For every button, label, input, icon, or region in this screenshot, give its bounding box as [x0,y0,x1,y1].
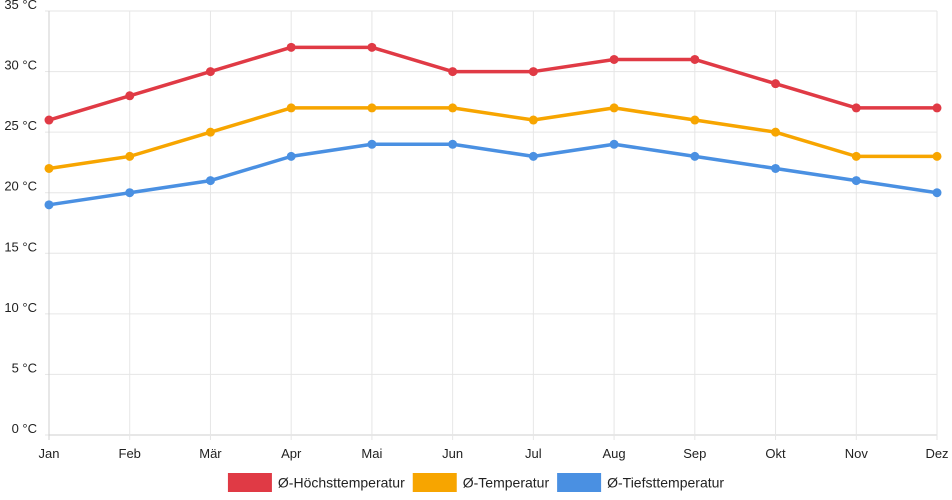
y-tick-label: 35 °C [4,0,37,12]
data-point[interactable] [44,115,54,125]
data-point[interactable] [448,103,458,113]
data-point[interactable] [286,151,296,161]
series-2 [44,139,942,210]
data-point[interactable] [448,139,458,149]
data-point[interactable] [771,163,781,173]
data-point[interactable] [205,127,215,137]
y-tick-label: 25 °C [4,118,37,133]
series-line [48,106,937,171]
series-layer [44,42,942,210]
legend-label: Ø-Höchsttemperatur [278,475,405,491]
legend-label: Ø-Tiefsttemperatur [607,475,724,491]
legend[interactable]: Ø-Höchsttemperatur Ø-Temperatur Ø-Tiefstte… [227,473,724,492]
data-point[interactable] [125,91,135,101]
y-tick-label: 0 °C [12,421,37,436]
data-point[interactable] [528,115,538,125]
grid-layer [45,10,938,440]
data-point[interactable] [609,103,619,113]
data-point[interactable] [690,115,700,125]
x-tick-label: Dez [925,446,948,461]
x-tick-label: Jul [525,446,542,461]
x-tick-label: Apr [281,446,302,461]
series-0 [44,42,942,125]
y-tick-label: 10 °C [4,300,37,315]
x-tick-label: Okt [765,446,786,461]
data-point[interactable] [448,67,458,77]
data-point[interactable] [771,127,781,137]
legend-swatch [227,473,272,492]
legend-swatch [412,473,457,492]
legend-item[interactable]: Ø-Höchsttemperatur [227,473,405,492]
data-point[interactable] [367,139,377,149]
data-point[interactable] [125,151,135,161]
x-tick-label: Jan [39,446,60,461]
x-tick-label: Nov [845,446,869,461]
data-point[interactable] [286,42,296,52]
data-point[interactable] [528,67,538,77]
data-point[interactable] [286,103,296,113]
x-axis-ticks: Jan Feb Mär Apr Mai Jun Jul Aug Sep Okt Nov Dez [39,446,949,461]
legend-label: Ø-Temperatur [463,475,550,491]
series-line [48,45,937,122]
data-point[interactable] [528,151,538,161]
data-point[interactable] [609,54,619,64]
x-tick-label: Sep [683,446,706,461]
x-tick-label: Feb [119,446,141,461]
y-axis-ticks: 0 °C 5 °C 10 °C 15 °C 20 °C 25 °C 30 °C 35 °C [4,0,37,436]
data-point[interactable] [609,139,619,149]
data-point[interactable] [851,176,861,186]
data-point[interactable] [205,67,215,77]
data-point[interactable] [125,188,135,198]
series-line [48,142,938,207]
data-point[interactable] [932,103,942,113]
data-point[interactable] [367,42,377,52]
x-tick-label: Mai [361,446,382,461]
x-tick-label: Jun [442,446,463,461]
data-point[interactable] [771,79,781,89]
legend-item[interactable]: Ø-Temperatur [412,473,550,492]
legend-item[interactable]: Ø-Tiefsttemperatur [557,473,724,492]
y-tick-label: 5 °C [12,360,37,375]
series-1 [44,103,942,173]
y-tick-label: 30 °C [4,58,37,73]
data-point[interactable] [932,151,942,161]
x-tick-label: Aug [603,446,626,461]
data-point[interactable] [367,103,377,113]
data-point[interactable] [44,163,54,173]
x-tick-label: Mär [199,446,222,461]
legend-swatch [557,473,602,492]
y-tick-label: 15 °C [4,239,37,254]
data-point[interactable] [205,176,215,186]
data-point[interactable] [44,200,54,210]
data-point[interactable] [690,151,700,161]
y-tick-label: 20 °C [4,179,37,194]
data-point[interactable] [851,151,861,161]
data-point[interactable] [690,54,700,64]
data-point[interactable] [851,103,861,113]
data-point[interactable] [932,188,942,198]
